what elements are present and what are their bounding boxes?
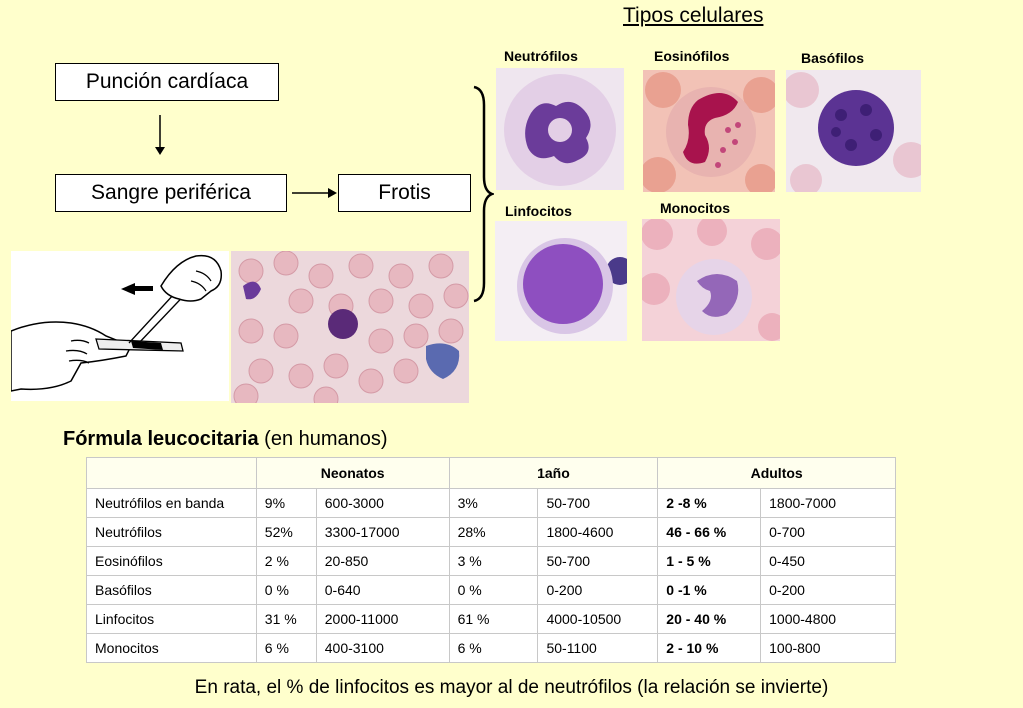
formula-leucocitaria-title: Fórmula leucocitaria (en humanos) <box>63 428 388 451</box>
linfocito-image <box>495 221 627 341</box>
cell: 50-700 <box>537 546 659 576</box>
header-1ano: 1año <box>448 457 659 489</box>
header-neonatos: Neonatos <box>255 457 450 489</box>
cell: 2 -8 % <box>657 488 762 518</box>
table-row: Linfocitos 31 % 2000-11000 61 % 4000-105… <box>86 604 896 634</box>
cell: 0-640 <box>315 575 450 605</box>
cell: 50-1100 <box>537 633 659 663</box>
cell: 1800-7000 <box>760 488 896 518</box>
cell: 6 % <box>255 633 317 663</box>
row-label: Neutrófilos en banda <box>86 488 257 518</box>
brace-icon <box>473 85 494 303</box>
table-row: Eosinófilos 2 % 20-850 3 % 50-700 1 - 5 … <box>86 546 896 576</box>
cell: 1800-4600 <box>537 517 659 547</box>
eosinofilos-label: Eosinófilos <box>654 48 730 64</box>
cell: 0-200 <box>760 575 896 605</box>
basofilo-image <box>786 70 921 192</box>
cell: 61 % <box>448 604 539 634</box>
header-empty <box>86 457 257 489</box>
basofilos-label: Basófilos <box>801 50 865 66</box>
blood-smear-image <box>231 251 469 403</box>
cell: 9% <box>255 488 317 518</box>
cell: 46 - 66 % <box>657 517 762 547</box>
formula-title-rest: (en humanos) <box>258 428 388 450</box>
table-row: Neutrófilos en banda 9% 600-3000 3% 50-7… <box>86 488 896 518</box>
cell: 0-700 <box>760 517 896 547</box>
cell: 28% <box>448 517 539 547</box>
sangre-periferica-box: Sangre periférica <box>55 174 287 212</box>
cell: 3300-17000 <box>315 517 450 547</box>
cell: 2 % <box>255 546 317 576</box>
cell: 6 % <box>448 633 539 663</box>
tipos-celulares-title: Tipos celulares <box>623 4 764 27</box>
frotis-box: Frotis <box>338 174 471 212</box>
cell: 1 - 5 % <box>657 546 762 576</box>
row-label: Monocitos <box>86 633 257 663</box>
table-row: Basófilos 0 % 0-640 0 % 0-200 0 -1 % 0-2… <box>86 575 896 605</box>
formula-title-bold: Fórmula leucocitaria <box>63 428 259 450</box>
cell: 20 - 40 % <box>657 604 762 634</box>
smear-drawing-image <box>11 251 229 401</box>
cell: 52% <box>255 517 317 547</box>
header-adultos: Adultos <box>657 457 896 489</box>
cell: 100-800 <box>760 633 896 663</box>
cell: 0-450 <box>760 546 896 576</box>
neutrofilo-image <box>496 68 624 190</box>
cell: 3 % <box>448 546 539 576</box>
leukocyte-formula-table: Neonatos 1año Adultos Neutrófilos en ban… <box>86 457 896 663</box>
down-arrow <box>155 115 165 155</box>
row-label: Eosinófilos <box>86 546 257 576</box>
neutrofilos-label: Neutrófilos <box>504 48 578 64</box>
table-row: Monocitos 6 % 400-3100 6 % 50-1100 2 - 1… <box>86 633 896 663</box>
cell: 400-3100 <box>315 633 450 663</box>
cell: 2 - 10 % <box>657 633 762 663</box>
cell: 3% <box>448 488 539 518</box>
cell: 0-200 <box>537 575 659 605</box>
right-arrow <box>292 188 337 198</box>
puncion-cardiaca-box: Punción cardíaca <box>55 63 279 101</box>
cell: 0 % <box>448 575 539 605</box>
linfocitos-label: Linfocitos <box>505 203 572 219</box>
cell: 4000-10500 <box>537 604 659 634</box>
cell: 2000-11000 <box>315 604 450 634</box>
cell: 50-700 <box>537 488 659 518</box>
footnote: En rata, el % de linfocitos es mayor al … <box>194 677 829 698</box>
eosinofilo-image <box>643 70 775 192</box>
row-label: Basófilos <box>86 575 257 605</box>
cell: 20-850 <box>315 546 450 576</box>
table-row: Neutrófilos 52% 3300-17000 28% 1800-4600… <box>86 517 896 547</box>
cell: 0 -1 % <box>657 575 762 605</box>
cell: 31 % <box>255 604 317 634</box>
row-label: Linfocitos <box>86 604 257 634</box>
cell: 0 % <box>255 575 317 605</box>
cell: 600-3000 <box>315 488 450 518</box>
row-label: Neutrófilos <box>86 517 257 547</box>
monocitos-label: Monocitos <box>660 200 730 216</box>
cell: 1000-4800 <box>760 604 896 634</box>
monocito-image <box>642 219 780 341</box>
